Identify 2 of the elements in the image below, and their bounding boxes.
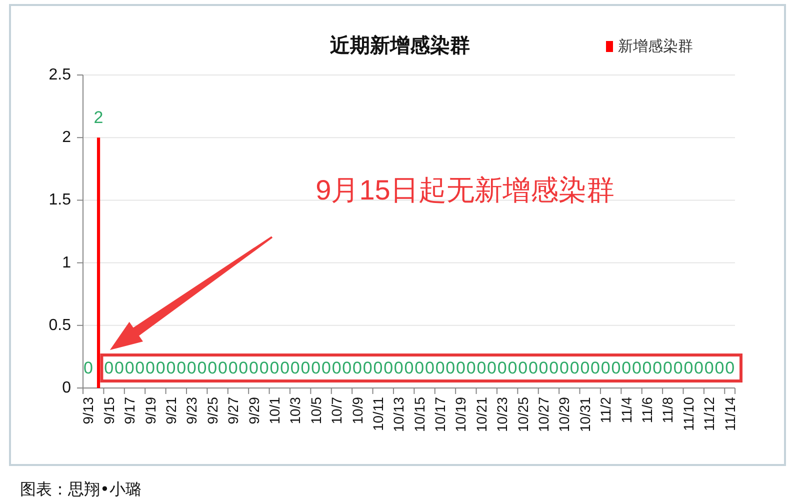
annotation: 9月15日起无新增感染群 <box>316 174 614 206</box>
title: 近期新增感染群 <box>330 35 470 57</box>
